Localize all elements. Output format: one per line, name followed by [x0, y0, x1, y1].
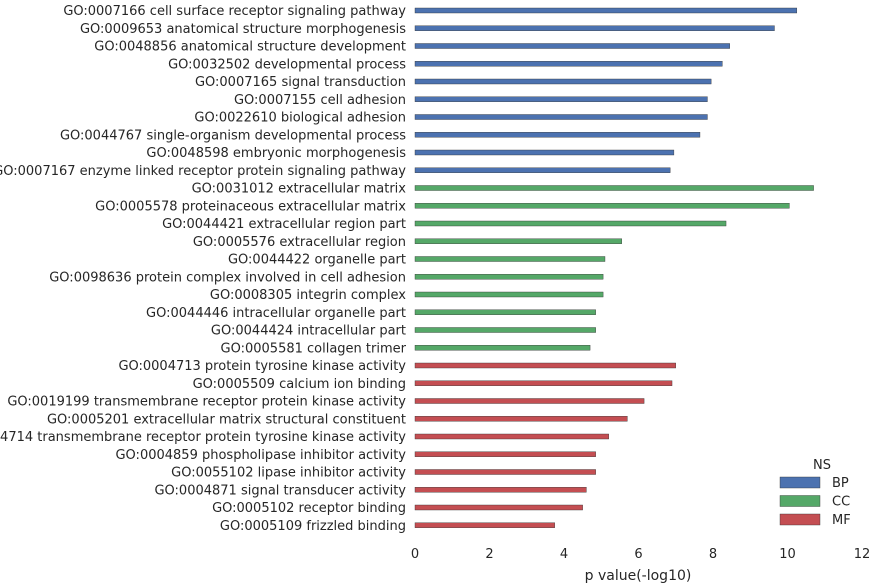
category-label: GO:0007165 signal transduction [195, 75, 406, 90]
bar-cc [414, 185, 814, 191]
category-label: GO:0022610 biological adhesion [194, 111, 406, 126]
bar-mf [414, 451, 596, 457]
bar-cc [414, 203, 790, 209]
bar-cc [414, 327, 596, 333]
legend-swatch-cc [779, 495, 821, 507]
bar-mf [414, 487, 587, 493]
x-axis-title: p value(-log10) [585, 568, 692, 584]
category-label: GO:0048856 anatomical structure developm… [94, 40, 406, 55]
bar-mf [414, 504, 583, 511]
bar-bp [414, 96, 708, 102]
category-label: GO:0004713 protein tyrosine kinase activ… [118, 359, 406, 374]
category-label: GO:0004859 phospholipase inhibitor activ… [115, 448, 406, 463]
category-label: GO:0019199 transmembrane receptor protei… [7, 395, 406, 410]
category-label: GO:0007166 cell surface receptor signali… [63, 4, 406, 19]
category-label: GO:0007155 cell adhesion [234, 93, 406, 108]
category-label: GO:0005578 proteinaceous extracellular m… [95, 199, 406, 214]
category-label: GO:0005102 receptor binding [212, 501, 406, 516]
category-label: GO:0098636 protein complex involved in c… [49, 270, 406, 285]
bar-bp [414, 149, 675, 156]
category-label: GO:0031012 extracellular matrix [192, 182, 407, 197]
bar-bp [414, 167, 671, 173]
x-tick-label: 8 [709, 547, 717, 562]
bars-layer [414, 7, 814, 528]
bar-mf [414, 522, 555, 528]
category-label: GO:0044446 intracellular organelle part [146, 306, 406, 321]
category-label: GO:0005109 frizzled binding [220, 519, 406, 534]
category-label: GO:0044424 intracellular part [211, 324, 406, 339]
category-label: GO:0044767 single-organism developmental… [60, 128, 406, 143]
x-tick-label: 0 [411, 547, 419, 562]
x-tick-label: 10 [779, 547, 796, 562]
legend: NS BP CC MF [779, 458, 851, 528]
bar-cc [414, 291, 604, 298]
bar-cc [414, 220, 727, 227]
bar-cc [414, 256, 606, 262]
bar-bp [414, 78, 712, 85]
bar-mf [414, 362, 676, 369]
bar-mf [414, 433, 609, 440]
category-label: GO:0007167 enzyme linked receptor protei… [0, 164, 406, 179]
category-label: GO:0044421 extracellular region part [162, 217, 406, 232]
bar-bp [414, 25, 775, 31]
x-tick-label: 6 [634, 547, 642, 562]
bar-bp [414, 43, 730, 49]
bar-mf [414, 398, 645, 404]
category-label: GO:0032502 developmental process [168, 57, 406, 72]
category-label: GO:0004871 signal transducer activity [154, 483, 406, 498]
bar-cc [414, 345, 591, 351]
x-tick-label: 12 [854, 547, 871, 562]
bar-cc [414, 309, 596, 315]
legend-swatch-bp [779, 476, 821, 489]
legend-label-cc: CC [832, 495, 850, 510]
category-label: GO:0009653 anatomical structure morphoge… [80, 22, 406, 37]
x-tick-label: 2 [485, 547, 493, 562]
bar-bp [414, 7, 798, 14]
category-label: GO:0005509 calcium ion binding [193, 377, 406, 392]
category-label: GO:0055102 lipase inhibitor activity [171, 466, 406, 481]
bar-mf [414, 380, 673, 386]
category-labels: GO:0007166 cell surface receptor signali… [0, 4, 407, 534]
bar-cc [414, 274, 604, 280]
bar-bp [414, 61, 723, 67]
category-label: GO:0008305 integrin complex [210, 288, 406, 303]
x-axis: 0 2 4 6 8 10 12 [411, 547, 870, 562]
category-label: GO:0044422 organelle part [228, 253, 406, 268]
legend-swatch-mf [779, 513, 821, 526]
category-label: GO:0005576 extracellular region [193, 235, 406, 250]
category-label: GO:0048598 embryonic morphogenesis [146, 146, 406, 161]
category-label: GO:0004714 transmembrane receptor protei… [0, 430, 406, 445]
x-tick-label: 4 [560, 547, 568, 562]
bar-bp [414, 132, 701, 138]
bar-mf [414, 416, 628, 422]
legend-label-mf: MF [832, 513, 851, 528]
bar-bp [414, 114, 708, 120]
bar-mf [414, 469, 596, 475]
bar-cc [414, 238, 622, 244]
category-label: GO:0005201 extracellular matrix structur… [47, 412, 406, 427]
category-label: GO:0005581 collagen trimer [221, 341, 407, 356]
legend-label-bp: BP [832, 476, 849, 491]
legend-title: NS [813, 458, 831, 473]
